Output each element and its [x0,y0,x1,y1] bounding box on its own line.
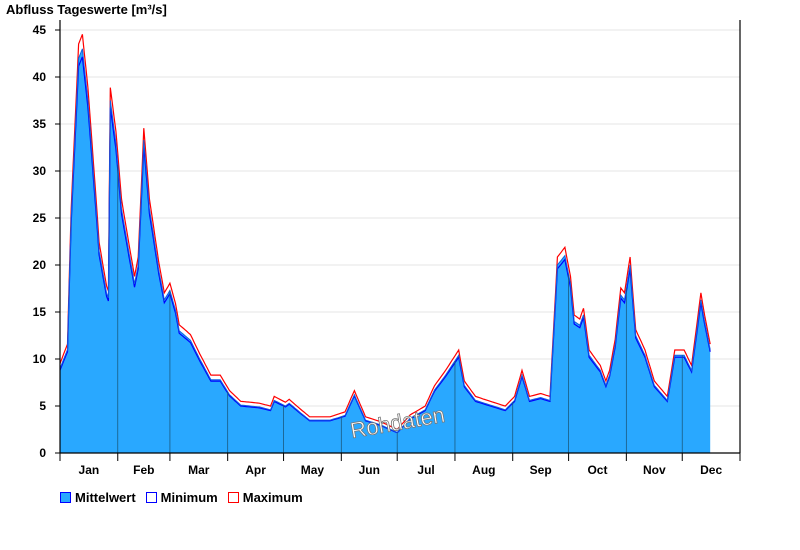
x-tick-label-mar: Mar [188,463,210,477]
x-tick-label-feb: Feb [133,463,154,477]
legend-label-max: Maximum [242,490,303,505]
y-tick-label: 15 [33,305,47,319]
legend-label-min: Minimum [160,490,218,505]
y-tick-label: 5 [39,399,46,413]
x-tick-label-aug: Aug [472,463,495,477]
mean-area [60,48,711,454]
x-tick-label-jul: Jul [417,463,434,477]
x-tick-label-nov: Nov [643,463,666,477]
x-tick-label-may: May [301,463,325,477]
y-tick-label: 40 [33,70,47,84]
y-tick-label: 10 [33,352,47,366]
y-tick-label: 30 [33,164,47,178]
legend: Mittelwert Minimum Maximum [60,490,303,505]
y-tick-label: 25 [33,211,47,225]
x-tick-label-sep: Sep [530,463,552,477]
y-tick-label: 0 [39,446,46,460]
x-tick-label-apr: Apr [245,463,266,477]
y-tick-label: 35 [33,117,47,131]
x-tick-label-dec: Dec [700,463,722,477]
y-tick-label: 20 [33,258,47,272]
legend-swatch-min [145,492,157,503]
legend-label-mean: Mittelwert [75,490,136,505]
x-tick-label-jun: Jun [359,463,380,477]
legend-item-max[interactable]: Maximum [227,490,303,505]
x-tick-label-oct: Oct [587,463,607,477]
legend-item-min[interactable]: Minimum [145,490,218,505]
legend-swatch-max [227,492,239,503]
y-tick-label: 45 [33,23,47,37]
mean-line [59,48,711,433]
chart-title: Abfluss Tageswerte [m³/s] [6,2,167,17]
legend-item-mean[interactable]: Mittelwert [60,490,136,505]
x-tick-label-jan: Jan [79,463,100,477]
legend-swatch-mean [60,492,71,503]
max-line [59,34,711,431]
